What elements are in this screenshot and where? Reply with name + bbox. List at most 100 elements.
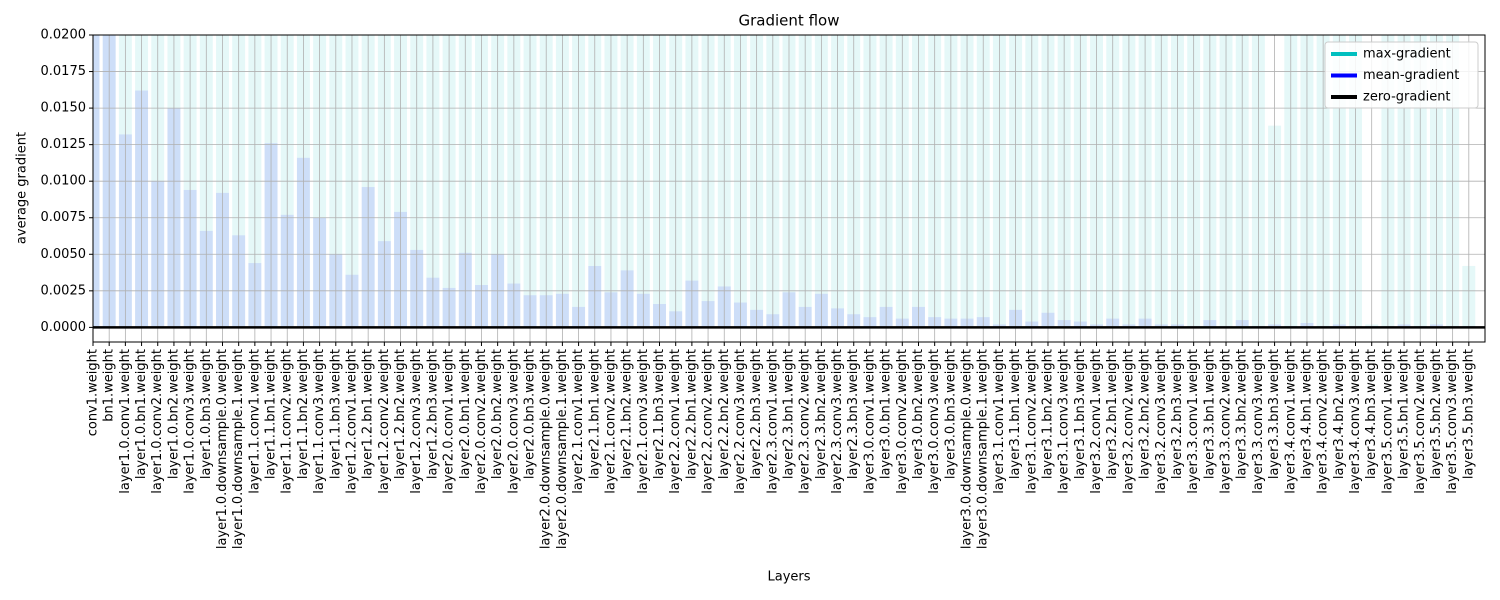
x-tick-label: layer2.2.bn3.weight <box>749 349 764 479</box>
y-tick-label: 0.0050 <box>41 247 87 262</box>
x-tick-label: layer1.0.conv2.weight <box>150 349 165 494</box>
x-tick-label: layer2.3.bn1.weight <box>782 349 797 479</box>
y-tick-label: 0.0075 <box>41 210 87 225</box>
x-tick-label: layer1.0.bn2.weight <box>166 349 181 479</box>
axes-frame <box>92 34 1486 343</box>
x-tick-label: layer2.0.bn1.weight <box>458 349 473 479</box>
y-tick-label: 0.0000 <box>41 320 87 335</box>
x-tick-label: layer2.0.conv3.weight <box>506 349 521 494</box>
x-tick-label: layer2.2.conv3.weight <box>733 349 748 494</box>
x-tick-label: layer2.1.bn1.weight <box>587 349 602 479</box>
x-tick-label: layer2.3.bn2.weight <box>814 349 829 479</box>
x-tick-label: layer3.4.conv1.weight <box>1283 349 1298 494</box>
x-tick-label: layer3.1.conv2.weight <box>1024 349 1039 494</box>
y-tick-label: 0.0100 <box>41 174 87 189</box>
x-tick-label: layer1.2.conv1.weight <box>344 349 359 494</box>
x-tick-label: layer1.0.bn1.weight <box>134 349 149 479</box>
x-tick-label: layer3.5.conv2.weight <box>1413 349 1428 494</box>
x-tick-label: layer1.1.bn3.weight <box>328 349 343 479</box>
x-tick-label: layer3.5.conv1.weight <box>1380 349 1395 494</box>
x-tick-label: layer2.1.conv1.weight <box>571 349 586 494</box>
x-tick-label: layer3.2.conv1.weight <box>1089 349 1104 494</box>
x-tick-label: layer1.1.conv3.weight <box>312 349 327 494</box>
x-tick-label: layer1.1.conv2.weight <box>280 349 295 494</box>
x-tick-label: layer1.1.bn1.weight <box>264 349 279 479</box>
x-tick-label: layer1.1.conv1.weight <box>247 349 262 494</box>
x-tick-label: layer2.0.conv1.weight <box>442 349 457 494</box>
x-tick-label: layer3.3.bn3.weight <box>1267 349 1282 479</box>
x-tick-label: layer2.1.bn3.weight <box>652 349 667 479</box>
x-tick-label: layer2.2.bn2.weight <box>717 349 732 479</box>
x-tick-label: layer3.2.bn3.weight <box>1170 349 1185 479</box>
x-tick-label: layer3.2.conv2.weight <box>1121 349 1136 494</box>
x-tick-label: layer3.0.conv2.weight <box>895 349 910 494</box>
x-tick-label: layer3.1.conv1.weight <box>992 349 1007 494</box>
x-tick-label: layer3.2.bn1.weight <box>1105 349 1120 479</box>
x-tick-label: layer3.5.bn2.weight <box>1429 349 1444 479</box>
x-tick-label: layer2.1.conv3.weight <box>636 349 651 494</box>
x-tick-label: layer3.4.bn3.weight <box>1364 349 1379 479</box>
x-tick-label: layer1.0.downsample.0.weight <box>215 349 230 549</box>
x-tick-label: layer2.2.conv2.weight <box>701 349 716 494</box>
x-tick-label: layer3.2.bn2.weight <box>1138 349 1153 479</box>
x-tick-label: layer1.0.conv1.weight <box>118 349 133 494</box>
x-axis-label: Layers <box>767 570 810 585</box>
x-tick-label: layer2.0.bn2.weight <box>490 349 505 479</box>
x-tick-label: layer3.4.bn2.weight <box>1332 349 1347 479</box>
x-tick-label: layer1.0.bn3.weight <box>199 349 214 479</box>
x-tick-label: layer1.2.conv3.weight <box>409 349 424 494</box>
x-tick-label: layer3.3.conv3.weight <box>1251 349 1266 494</box>
legend-box <box>1324 41 1479 109</box>
y-axis-label: average gradient <box>15 132 30 244</box>
x-tick-label: layer1.1.bn2.weight <box>296 349 311 479</box>
x-tick-label: bn1.weight <box>102 349 117 422</box>
x-tick-label: layer3.4.conv3.weight <box>1348 349 1363 494</box>
x-tick-label: layer2.3.bn3.weight <box>846 349 861 479</box>
x-tick-label: layer2.3.conv3.weight <box>830 349 845 494</box>
y-tick-label: 0.0025 <box>41 283 87 298</box>
x-tick-label: layer1.0.conv3.weight <box>183 349 198 494</box>
x-tick-label: layer3.3.bn1.weight <box>1202 349 1217 479</box>
x-tick-label: layer3.5.conv3.weight <box>1445 349 1460 494</box>
x-tick-label: layer2.0.downsample.0.weight <box>539 349 554 549</box>
x-tick-label: layer1.2.bn3.weight <box>425 349 440 479</box>
x-tick-label: layer3.1.conv3.weight <box>1057 349 1072 494</box>
x-tick-label: layer3.0.bn1.weight <box>879 349 894 479</box>
x-tick-label: layer3.5.bn1.weight <box>1397 349 1412 479</box>
x-tick-label: layer3.2.conv3.weight <box>1154 349 1169 494</box>
x-tick-label: layer3.0.bn3.weight <box>943 349 958 479</box>
y-tick-label: 0.0200 <box>41 28 87 43</box>
x-tick-label: layer3.5.bn3.weight <box>1461 349 1476 479</box>
x-tick-label: layer2.0.downsample.1.weight <box>555 349 570 549</box>
chart-title: Gradient flow <box>739 12 840 30</box>
x-tick-label: layer1.2.bn2.weight <box>393 349 408 479</box>
legend-label: mean-gradient <box>1363 68 1459 83</box>
x-tick-label: layer3.1.bn2.weight <box>1040 349 1055 479</box>
y-tick-label: 0.0150 <box>41 101 87 116</box>
x-tick-label: conv1.weight <box>86 349 101 436</box>
legend-label: zero-gradient <box>1363 90 1451 105</box>
x-tick-label: layer1.2.conv2.weight <box>377 349 392 494</box>
x-tick-label: layer2.3.conv2.weight <box>798 349 813 494</box>
x-tick-label: layer3.1.bn3.weight <box>1073 349 1088 479</box>
x-tick-label: layer3.0.bn2.weight <box>911 349 926 479</box>
x-tick-label: layer3.0.downsample.1.weight <box>976 349 991 549</box>
y-tick-label: 0.0125 <box>41 137 87 152</box>
x-tick-label: layer3.3.conv2.weight <box>1219 349 1234 494</box>
x-tick-label: layer1.0.downsample.1.weight <box>231 349 246 549</box>
x-tick-label: layer3.1.bn1.weight <box>1008 349 1023 479</box>
x-tick-label: layer2.1.conv2.weight <box>603 349 618 494</box>
x-tick-label: layer2.0.conv2.weight <box>474 349 489 494</box>
x-tick-label: layer3.0.conv1.weight <box>862 349 877 494</box>
y-tick-label: 0.0175 <box>41 64 87 79</box>
x-tick-label: layer2.0.bn3.weight <box>523 349 538 479</box>
legend-label: max-gradient <box>1363 47 1451 62</box>
x-tick-label: layer2.1.bn2.weight <box>620 349 635 479</box>
x-tick-label: layer3.4.conv2.weight <box>1316 349 1331 494</box>
x-tick-label: layer3.4.bn1.weight <box>1299 349 1314 479</box>
x-tick-label: layer2.3.conv1.weight <box>765 349 780 494</box>
x-tick-label: layer3.3.conv1.weight <box>1186 349 1201 494</box>
x-tick-label: layer2.2.conv1.weight <box>668 349 683 494</box>
x-tick-label: layer3.0.downsample.0.weight <box>960 349 975 549</box>
